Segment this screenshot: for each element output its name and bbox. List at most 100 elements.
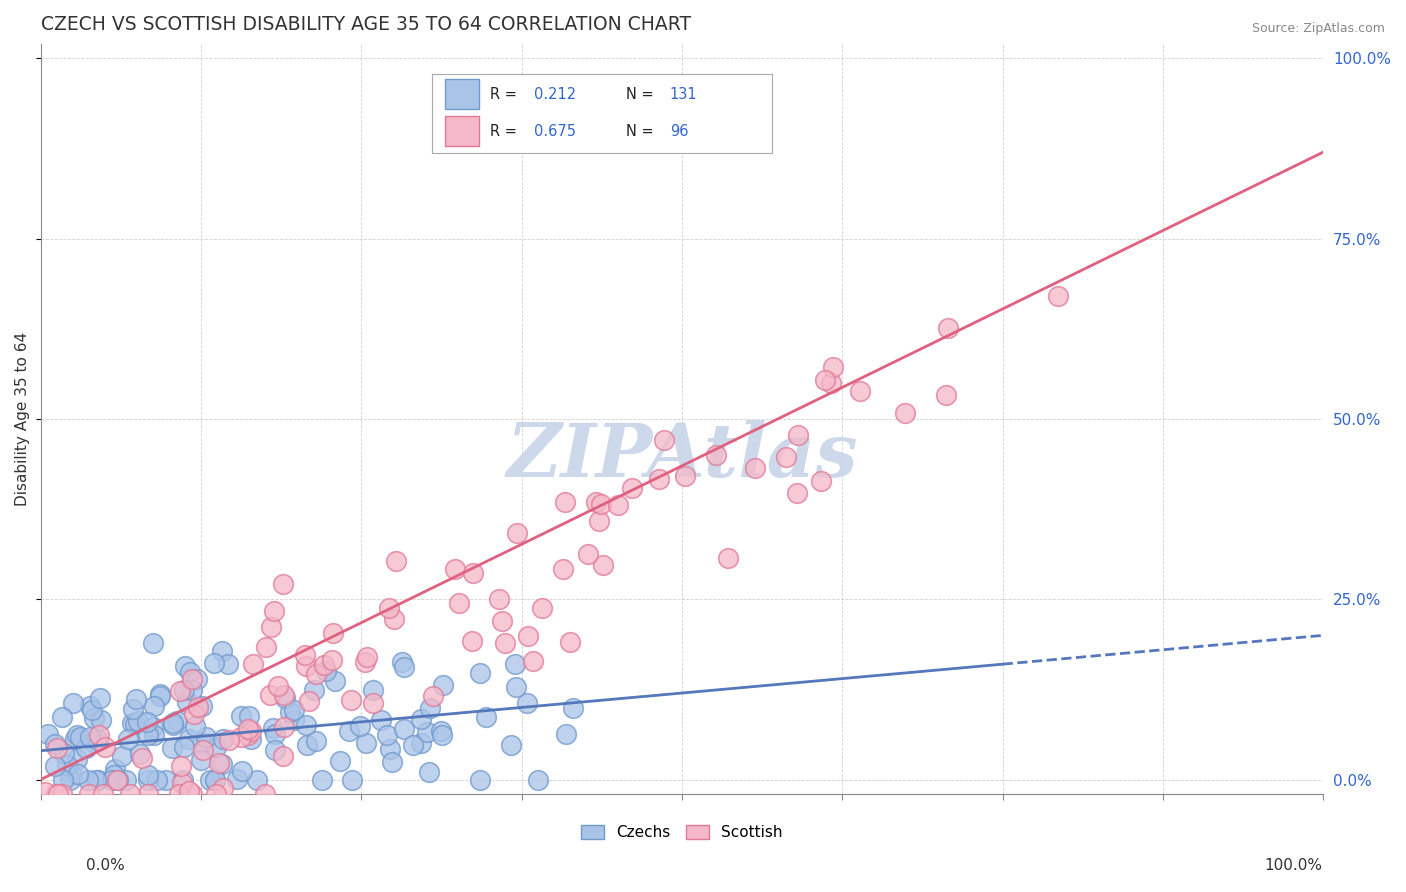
Point (363, 697, 385, 711)
Point (461, 566, 484, 580)
Point (82, 703, 104, 717)
Point (51, 787, 73, 801)
Point (176, 695, 198, 709)
Point (136, 729, 159, 743)
Point (236, 723, 259, 737)
Point (848, 384, 870, 398)
Point (84, 772, 107, 787)
Point (339, 692, 361, 706)
Point (356, 650, 378, 665)
Point (204, 772, 226, 787)
Point (124, 716, 146, 731)
Point (186, 672, 208, 686)
Point (506, 525, 529, 540)
Point (44, 737, 66, 751)
Point (173, 740, 195, 755)
Point (136, 768, 159, 782)
Point (181, 672, 204, 686)
Point (271, 749, 294, 764)
Point (526, 772, 548, 787)
Point (418, 765, 440, 780)
Point (202, 657, 225, 671)
Point (77, 772, 100, 787)
Point (322, 626, 344, 640)
Point (46, 740, 69, 755)
Point (294, 718, 316, 732)
Point (191, 743, 214, 757)
Point (384, 554, 406, 568)
Point (63, 732, 86, 747)
Text: 0.0%: 0.0% (86, 858, 125, 872)
Text: 100.0%: 100.0% (1264, 858, 1323, 872)
Point (530, 600, 553, 615)
Point (181, 683, 204, 698)
Point (294, 648, 316, 663)
Point (195, 730, 218, 744)
Point (267, 679, 290, 693)
Legend: Czechs, Scottish: Czechs, Scottish (575, 819, 789, 847)
Point (936, 321, 959, 335)
Point (94, 739, 117, 754)
Point (505, 657, 527, 672)
Point (522, 654, 544, 668)
Point (212, 731, 235, 746)
Point (273, 720, 295, 734)
Point (117, 732, 139, 747)
Point (444, 562, 467, 576)
Point (191, 699, 214, 714)
Point (253, 787, 276, 801)
Point (460, 633, 482, 648)
Point (149, 687, 172, 701)
Point (820, 376, 842, 390)
Point (260, 620, 283, 634)
Point (554, 495, 576, 509)
Point (122, 702, 145, 716)
Point (200, 772, 222, 787)
Point (475, 710, 498, 724)
Point (392, 659, 415, 673)
Point (337, 723, 360, 738)
Point (419, 700, 441, 714)
Point (104, 762, 127, 776)
Point (775, 450, 797, 464)
Point (606, 499, 628, 513)
Point (162, 716, 184, 731)
Point (45, 787, 67, 801)
Point (187, 700, 209, 714)
Point (105, 773, 128, 788)
Point (174, 659, 197, 673)
Point (121, 716, 143, 731)
Point (312, 658, 335, 673)
Point (382, 612, 405, 626)
Point (585, 495, 607, 509)
Point (554, 727, 576, 741)
Point (305, 733, 328, 747)
Point (551, 562, 574, 576)
Point (103, 768, 125, 782)
Point (430, 728, 453, 742)
Point (236, 728, 259, 742)
Point (273, 688, 295, 702)
Point (79, 698, 101, 713)
Point (190, 754, 212, 768)
Point (409, 736, 432, 750)
Point (60, 767, 83, 781)
Point (205, 739, 228, 754)
Point (264, 727, 287, 741)
Point (52, 746, 75, 760)
Point (162, 741, 184, 756)
Point (142, 636, 165, 650)
Point (592, 558, 614, 572)
Point (56, 758, 79, 772)
Point (190, 736, 212, 750)
Point (155, 772, 177, 787)
Point (321, 653, 343, 667)
Point (149, 689, 172, 703)
Point (46, 787, 69, 801)
Point (295, 659, 318, 673)
Point (79, 730, 101, 744)
Point (254, 640, 277, 654)
Point (499, 739, 522, 753)
Point (935, 388, 957, 402)
Point (242, 657, 264, 671)
